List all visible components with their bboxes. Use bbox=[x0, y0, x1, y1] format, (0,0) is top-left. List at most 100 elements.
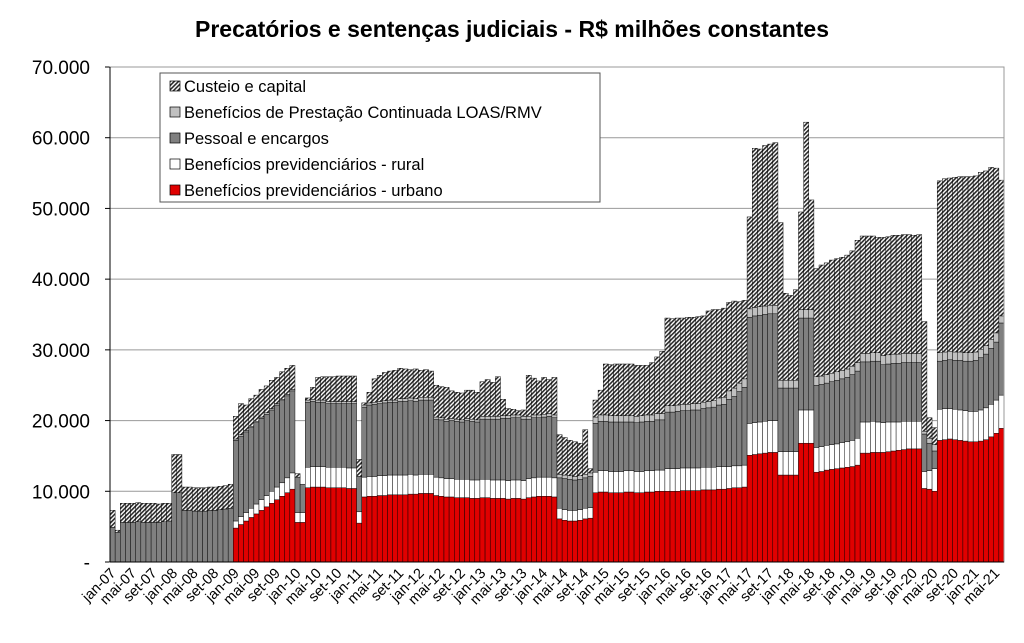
y-tick-label: 20.000 bbox=[32, 412, 90, 433]
bar-segment-3 bbox=[551, 414, 558, 418]
bar-segment-4 bbox=[762, 145, 768, 307]
bar-segment-0 bbox=[284, 492, 291, 563]
bar-segment-2 bbox=[248, 427, 255, 509]
bar-segment-0 bbox=[767, 452, 774, 563]
bar-segment-2 bbox=[186, 510, 193, 563]
bar-segment-1 bbox=[993, 399, 1000, 434]
bar-segment-0 bbox=[967, 441, 974, 563]
bar-segment-0 bbox=[428, 493, 434, 563]
legend-label: Benefícios previdenciários - rural bbox=[184, 156, 424, 174]
bar-segment-3 bbox=[721, 397, 727, 405]
bar-segment-2 bbox=[865, 361, 871, 423]
bar-segment-4 bbox=[752, 148, 758, 308]
bar-segment-1 bbox=[428, 474, 434, 494]
bar-segment-0 bbox=[495, 498, 501, 563]
bar-segment-2 bbox=[140, 522, 147, 563]
bar-segment-2 bbox=[808, 317, 815, 411]
bar-segment-4 bbox=[495, 376, 501, 417]
bar-segment-4 bbox=[685, 317, 691, 405]
bar-segment-1 bbox=[664, 468, 671, 492]
bar-segment-4 bbox=[936, 180, 943, 353]
bar-segment-0 bbox=[412, 493, 419, 563]
bar-segment-4 bbox=[325, 376, 332, 402]
bar-segment-2 bbox=[777, 387, 784, 452]
bar-segment-2 bbox=[217, 509, 224, 563]
bar-segment-0 bbox=[376, 495, 383, 563]
bar-segment-2 bbox=[654, 419, 660, 471]
bar-segment-2 bbox=[258, 418, 265, 500]
bar-segment-1 bbox=[633, 471, 640, 493]
bar-segment-2 bbox=[798, 317, 804, 411]
bar-segment-1 bbox=[500, 479, 506, 499]
bar-segment-4 bbox=[505, 408, 511, 416]
bar-segment-4 bbox=[150, 503, 157, 523]
bar-segment-3 bbox=[325, 401, 332, 404]
bar-segment-3 bbox=[448, 418, 455, 421]
bar-segment-1 bbox=[638, 471, 645, 493]
bar-segment-4 bbox=[130, 503, 136, 523]
bar-segment-2 bbox=[880, 364, 887, 423]
bar-segment-0 bbox=[618, 492, 625, 563]
bar-segment-3 bbox=[525, 416, 532, 420]
bar-segment-3 bbox=[340, 401, 347, 404]
bar-segment-1 bbox=[998, 394, 1005, 429]
bar-segment-4 bbox=[366, 392, 373, 404]
bar-segment-2 bbox=[921, 433, 928, 472]
legend-swatch bbox=[169, 158, 181, 170]
bar-segment-1 bbox=[546, 476, 553, 497]
bar-segment-2 bbox=[423, 399, 429, 475]
bar-segment-3 bbox=[633, 416, 640, 423]
bar-segment-4 bbox=[479, 381, 486, 417]
bar-segment-3 bbox=[335, 401, 342, 404]
bar-segment-4 bbox=[875, 237, 881, 353]
bar-segment-2 bbox=[356, 476, 362, 513]
y-tick-label: 60.000 bbox=[32, 129, 90, 150]
bar-segment-4 bbox=[952, 177, 958, 353]
bar-segment-1 bbox=[983, 407, 989, 440]
bar-segment-0 bbox=[371, 496, 378, 563]
bar-segment-3 bbox=[510, 414, 517, 418]
bar-segment-4 bbox=[638, 365, 645, 416]
bar-segment-0 bbox=[587, 517, 594, 563]
bar-segment-1 bbox=[495, 479, 501, 499]
bar-segment-4 bbox=[176, 454, 183, 493]
bar-segment-2 bbox=[926, 442, 933, 472]
bar-segment-2 bbox=[371, 404, 378, 477]
bar-segment-4 bbox=[983, 170, 989, 346]
bar-segment-2 bbox=[633, 422, 640, 472]
bar-segment-2 bbox=[263, 413, 270, 496]
bar-segment-2 bbox=[197, 510, 203, 563]
bar-segment-0 bbox=[500, 498, 506, 563]
bar-segment-2 bbox=[454, 421, 460, 480]
bar-segment-1 bbox=[361, 476, 368, 498]
bar-segment-4 bbox=[906, 234, 912, 354]
bar-segment-2 bbox=[294, 476, 301, 513]
bar-segment-3 bbox=[376, 401, 383, 404]
bar-segment-3 bbox=[464, 418, 470, 421]
bar-segment-3 bbox=[746, 308, 753, 318]
bar-segment-2 bbox=[710, 406, 717, 468]
bar-segment-2 bbox=[895, 363, 902, 423]
bar-segment-3 bbox=[731, 387, 738, 397]
bar-segment-0 bbox=[243, 520, 249, 563]
bar-segment-0 bbox=[340, 487, 347, 563]
bar-segment-2 bbox=[613, 421, 619, 472]
bar-segment-3 bbox=[726, 390, 732, 400]
bar-segment-0 bbox=[669, 491, 676, 563]
bar-segment-3 bbox=[957, 351, 964, 361]
bar-segment-1 bbox=[387, 474, 393, 496]
bar-segment-0 bbox=[818, 471, 825, 563]
bar-segment-4 bbox=[818, 264, 825, 377]
bar-segment-2 bbox=[289, 390, 296, 474]
bar-segment-1 bbox=[777, 451, 784, 476]
bar-segment-2 bbox=[150, 522, 157, 563]
bar-segment-2 bbox=[746, 317, 753, 424]
bar-segment-2 bbox=[397, 401, 404, 476]
bar-segment-1 bbox=[464, 479, 470, 498]
bar-segment-3 bbox=[705, 401, 712, 409]
bar-segment-4 bbox=[844, 254, 851, 370]
bar-segment-1 bbox=[330, 467, 337, 488]
bar-segment-0 bbox=[474, 498, 481, 563]
bar-segment-0 bbox=[633, 492, 640, 563]
bar-segment-4 bbox=[454, 392, 460, 420]
